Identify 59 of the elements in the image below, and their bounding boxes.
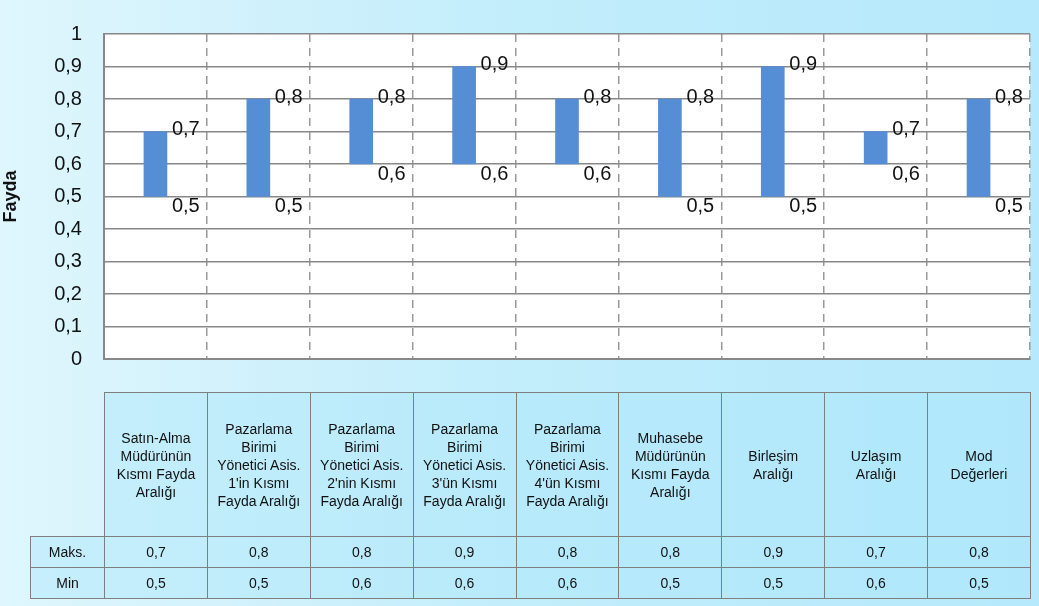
annotation: 0,7	[171, 117, 200, 140]
annotation: 0,5	[686, 194, 715, 217]
annotation: 0,6	[377, 161, 406, 184]
x-tick-label: Muhasebe Müdürünün Kısmı Fayda Aralığı	[618, 392, 722, 537]
annotation: 0,5	[789, 194, 818, 217]
text: 0,8	[557, 544, 578, 560]
text: 0,7	[146, 544, 166, 560]
x-tick-label: Pazarlama Birimi Yönetici Asis. 1'in Kısmı Fayda Aralığı	[207, 392, 311, 537]
annotation: 0,5	[995, 194, 1023, 217]
annotation: 0,6	[583, 161, 612, 184]
text: 0,6	[351, 575, 372, 591]
x-tick-label: Pazarlama Birimi Yönetici Asis. 2'nin Kısmı Fayda Aralığı	[310, 392, 414, 537]
x-tick-label: Birleşim Aralığı	[721, 392, 825, 537]
x-tick-label: Pazarlama Birimi Yönetici Asis. 3'ün Kısmı Fayda Aralığı	[413, 392, 516, 537]
x-tick-label: Satın-Alma Müdürünün Kısmı Fayda Aralığı	[104, 392, 208, 537]
text: 0,7	[866, 544, 886, 560]
annotation: 0,8	[686, 84, 715, 107]
text: 0,8	[969, 544, 989, 560]
text: 0,8	[351, 544, 372, 560]
text: 0,6	[866, 575, 886, 591]
text: 0,9	[763, 544, 783, 560]
annotation: 0,6	[892, 161, 920, 184]
text: 0,5	[969, 575, 989, 591]
y-tick-label: 0,2	[54, 281, 82, 304]
y-tick-label: 0,3	[54, 249, 82, 272]
annotation: 0,8	[377, 84, 406, 107]
annotation: 0,5	[171, 194, 200, 217]
x-tick-label: Pazarlama Birimi Yönetici Asis. 4'ün Kısmı Fayda Aralığı	[516, 392, 619, 537]
y-tick-label: 0,9	[54, 54, 82, 77]
y-tick-label: 1	[70, 21, 82, 44]
annotation: 0,6	[480, 161, 509, 184]
text: 0,6	[454, 575, 475, 591]
y-tick-label: 0,5	[54, 184, 82, 207]
y-tick-label: 0,6	[54, 151, 82, 174]
annotation: 0,8	[995, 84, 1023, 107]
annotation: 0,5	[274, 194, 303, 217]
y-tick-label: 0	[70, 346, 82, 369]
text: 0,9	[454, 544, 475, 560]
annotation: 0,8	[583, 84, 612, 107]
x-tick-label: Mod Değerleri	[927, 392, 1031, 537]
text: Maks.	[30, 536, 105, 568]
text: Min	[30, 567, 105, 599]
y-axis-title: Fayda	[0, 169, 20, 223]
text: 0,5	[660, 575, 681, 591]
annotation: 0,9	[789, 52, 818, 75]
annotation: 0,7	[892, 117, 920, 140]
annotation: 0,9	[480, 52, 509, 75]
text: 0,5	[763, 575, 783, 591]
text: 0,8	[249, 544, 269, 560]
y-tick-label: 0,1	[54, 314, 82, 337]
text: 0,5	[249, 575, 269, 591]
annotation: 0,8	[274, 84, 303, 107]
text: 0,6	[557, 575, 578, 591]
y-tick-label: 0,4	[54, 216, 82, 239]
text: 0,5	[146, 575, 166, 591]
x-tick-label: Uzlaşım Aralığı	[824, 392, 928, 537]
y-tick-label: 0,8	[54, 86, 82, 109]
y-tick-label: 0,7	[54, 119, 82, 142]
text: 0,8	[660, 544, 681, 560]
